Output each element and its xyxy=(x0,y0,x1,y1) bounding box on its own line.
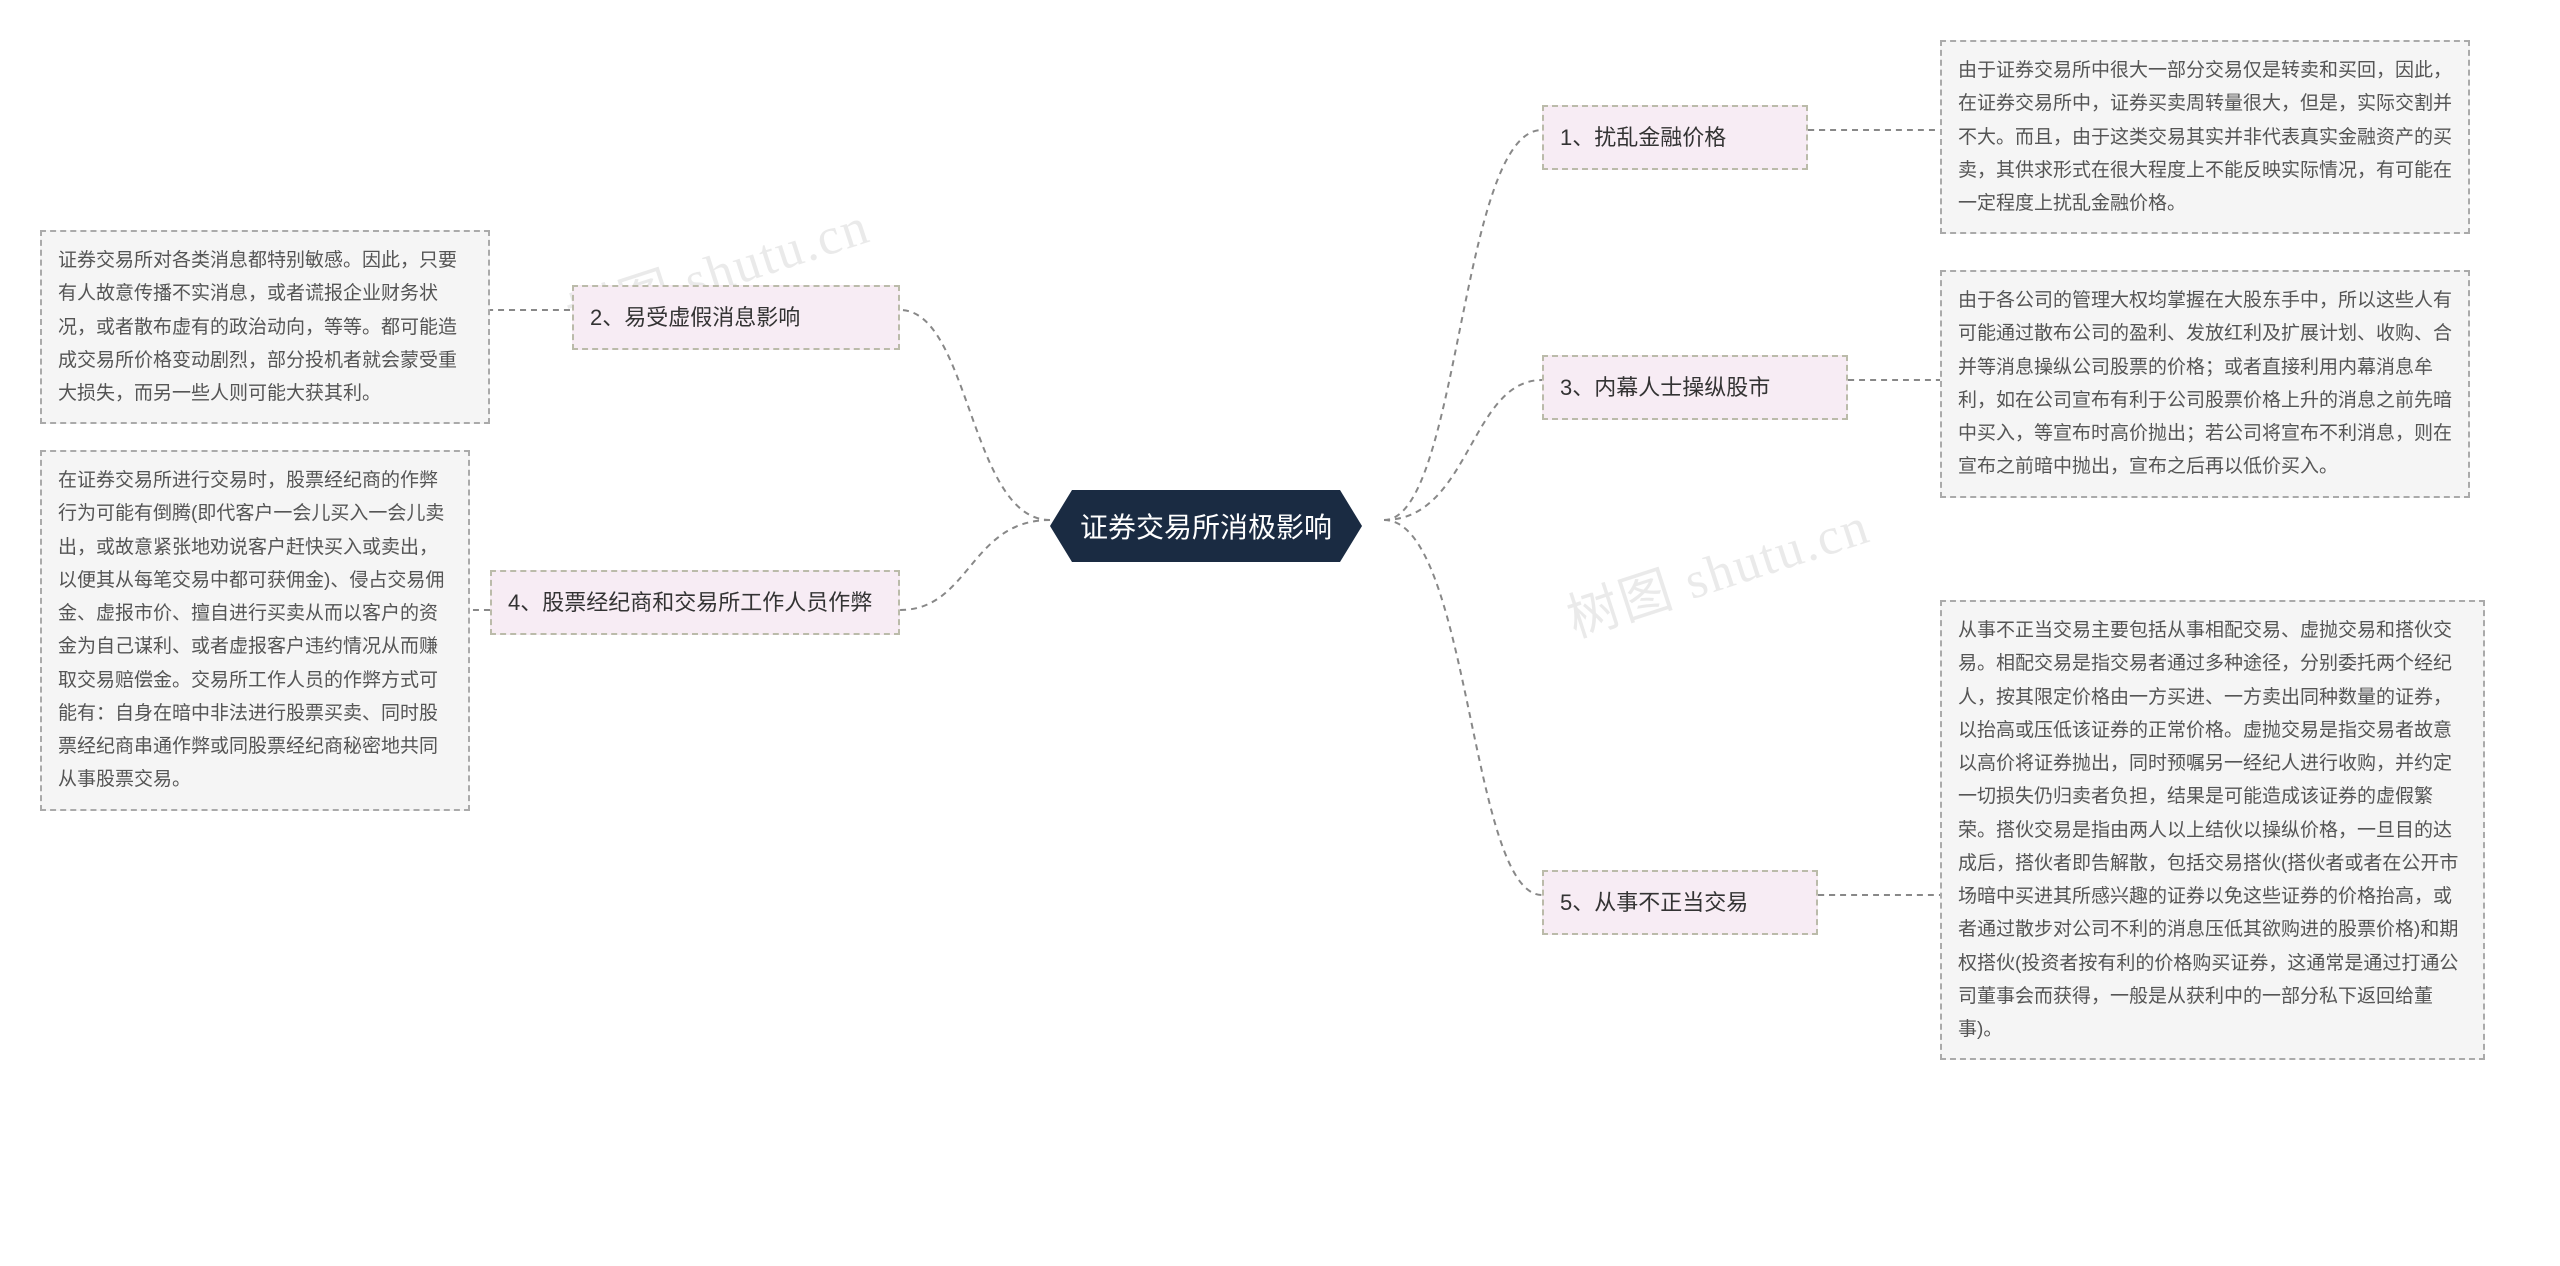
center-node: 证券交易所消极影响 xyxy=(1050,490,1362,562)
desc-3: 由于各公司的管理大权均掌握在大股东手中，所以这些人有可能通过散布公司的盈利、发放… xyxy=(1940,270,2470,498)
branch-2: 2、易受虚假消息影响 xyxy=(572,285,900,350)
branch-1: 1、扰乱金融价格 xyxy=(1542,105,1808,170)
branch-5: 5、从事不正当交易 xyxy=(1542,870,1818,935)
branch-3: 3、内幕人士操纵股市 xyxy=(1542,355,1848,420)
desc-1: 由于证券交易所中很大一部分交易仅是转卖和买回，因此，在证券交易所中，证券买卖周转… xyxy=(1940,40,2470,234)
watermark-2: 树图 shutu.cn xyxy=(1556,483,1878,651)
desc-4: 在证券交易所进行交易时，股票经纪商的作弊行为可能有倒腾(即代客户一会儿买入一会儿… xyxy=(40,450,470,811)
branch-4: 4、股票经纪商和交易所工作人员作弊 xyxy=(490,570,900,635)
desc-2: 证券交易所对各类消息都特别敏感。因此，只要有人故意传播不实消息，或者谎报企业财务… xyxy=(40,230,490,424)
desc-5: 从事不正当交易主要包括从事相配交易、虚抛交易和搭伙交易。相配交易是指交易者通过多… xyxy=(1940,600,2485,1060)
